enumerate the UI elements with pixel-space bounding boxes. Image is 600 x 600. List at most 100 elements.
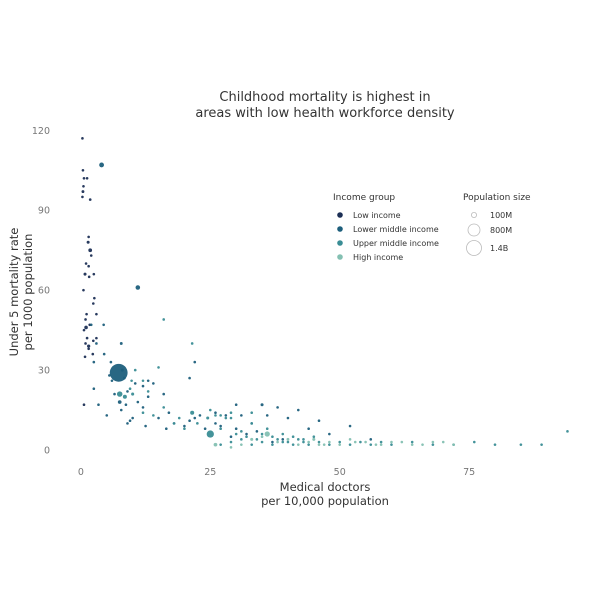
data-point-lower-middle-income (234, 427, 238, 430)
data-point-upper-middle-income (240, 438, 243, 441)
data-point-upper-middle-income (162, 318, 166, 321)
data-point-upper-middle-income (157, 366, 160, 369)
data-point-low-income (88, 198, 92, 201)
data-point-upper-middle-income (338, 440, 342, 444)
data-point-lower-middle-income (119, 342, 123, 345)
chart-title-line-1: Childhood mortality is highest in (219, 90, 430, 105)
data-point-lower-middle-income (124, 403, 128, 407)
data-point-lower-middle-income (109, 360, 113, 364)
data-point-upper-middle-income (276, 438, 279, 441)
y-tick-label: 30 (38, 366, 50, 377)
data-point-upper-middle-income (472, 440, 476, 444)
y-axis-label-line-1: Under 5 mortality rate (7, 228, 21, 357)
data-point-lower-middle-income (113, 392, 116, 396)
data-point-lower-middle-income (97, 403, 100, 407)
data-point-low-income (87, 344, 91, 348)
data-point-upper-middle-income (250, 422, 254, 425)
data-point-upper-middle-income (208, 408, 212, 412)
data-point-lower-middle-income (198, 414, 202, 417)
data-point-high-income (307, 440, 310, 444)
data-point-low-income (84, 262, 88, 265)
data-point-lower-middle-income (136, 400, 140, 404)
data-point-low-income (91, 352, 95, 356)
data-point-low-income (92, 339, 95, 343)
y-tick-label: 60 (38, 286, 50, 297)
data-point-low-income (92, 302, 95, 305)
data-point-lower-middle-income (89, 323, 93, 327)
data-point-lower-middle-income (102, 352, 106, 356)
data-point-upper-middle-income (317, 440, 321, 444)
chart-title: Childhood mortality is highest in areas … (195, 90, 455, 121)
data-point-low-income (86, 240, 90, 244)
data-point-lower-middle-income (271, 440, 274, 444)
data-point-upper-middle-income (219, 414, 222, 417)
data-point-high-income (286, 437, 290, 441)
data-point-lower-middle-income (110, 379, 114, 383)
data-point-lower-middle-income (240, 414, 243, 417)
data-point-lower-middle-income (128, 419, 132, 423)
x-tick-label: 50 (334, 467, 346, 478)
data-point-lower-middle-income (260, 403, 264, 407)
data-point-upper-middle-income (177, 416, 181, 420)
data-point-lower-middle-income (348, 424, 352, 428)
legend-label-high-income: High income (353, 253, 403, 262)
data-point-lower-middle-income (157, 416, 160, 420)
data-point-lower-middle-income (369, 438, 373, 441)
data-point-low-income (81, 190, 85, 194)
legend-swatch-lower-middle-income (337, 226, 343, 232)
data-point-lower-middle-income (120, 368, 124, 372)
x-axis-label: Medical doctors per 10,000 population (261, 480, 389, 508)
data-point-lower-middle-income (214, 411, 217, 415)
data-point-low-income (81, 137, 84, 140)
data-point-low-income (82, 288, 85, 292)
data-point-upper-middle-income (302, 440, 305, 444)
data-point-lower-middle-income (108, 374, 111, 377)
data-point-upper-middle-income (196, 422, 199, 425)
data-points (81, 137, 569, 449)
data-point-high-income (213, 442, 218, 447)
data-point-upper-middle-income (141, 379, 145, 383)
data-point-lower-middle-income (117, 400, 122, 404)
data-point-lower-middle-income (224, 414, 228, 417)
data-point-upper-middle-income (328, 443, 331, 446)
data-point-lower-middle-income (99, 162, 104, 168)
data-point-upper-middle-income (390, 443, 393, 446)
data-point-low-income (95, 312, 98, 316)
data-point-high-income (441, 440, 445, 444)
data-point-upper-middle-income (229, 411, 233, 415)
data-point-lower-middle-income (307, 427, 310, 430)
chart-title-line-2: areas with low health workforce density (195, 106, 455, 121)
y-axis-ticks: 0 30 60 90 120 (32, 126, 50, 457)
data-point-upper-middle-income (128, 387, 132, 391)
size-legend-swatch-1-4b (466, 240, 482, 256)
data-point-lower-middle-income (265, 414, 269, 417)
data-point-high-income (410, 443, 414, 446)
data-point-upper-middle-income (152, 414, 155, 417)
data-point-high-income (328, 440, 331, 444)
data-point-low-income (85, 336, 89, 340)
data-point-upper-middle-income (431, 443, 435, 446)
data-point-upper-middle-income (229, 440, 233, 444)
x-axis-label-line-1: Medical doctors (280, 480, 371, 494)
data-point-upper-middle-income (224, 416, 228, 420)
data-point-lower-middle-income (133, 382, 137, 385)
data-point-upper-middle-income (133, 368, 137, 372)
data-point-upper-middle-income (190, 342, 194, 345)
data-point-lower-middle-income (123, 376, 126, 380)
data-point-low-income (83, 355, 87, 359)
data-point-lower-middle-income (144, 424, 147, 428)
data-point-high-income (390, 440, 393, 444)
data-point-upper-middle-income (122, 394, 127, 399)
data-point-upper-middle-income (281, 440, 285, 444)
data-point-low-income (88, 248, 93, 253)
data-point-low-income (84, 325, 88, 330)
data-point-lower-middle-income (162, 392, 166, 396)
size-legend-label-100m: 100M (490, 211, 512, 220)
legend-swatch-low-income (337, 212, 343, 218)
y-axis-label: Under 5 mortality rate per 1000 populati… (7, 228, 35, 357)
data-point-low-income (87, 347, 90, 351)
data-point-lower-middle-income (135, 285, 141, 290)
data-point-lower-middle-income (214, 422, 217, 425)
data-point-high-income (260, 435, 264, 439)
data-point-lower-middle-income (188, 376, 191, 380)
